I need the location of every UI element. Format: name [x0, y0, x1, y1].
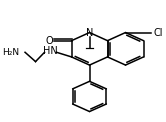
- Text: Cl: Cl: [154, 28, 163, 38]
- Text: O: O: [45, 36, 53, 46]
- Text: HN: HN: [43, 46, 58, 56]
- Text: N: N: [86, 28, 93, 38]
- Text: H₂N: H₂N: [2, 48, 19, 57]
